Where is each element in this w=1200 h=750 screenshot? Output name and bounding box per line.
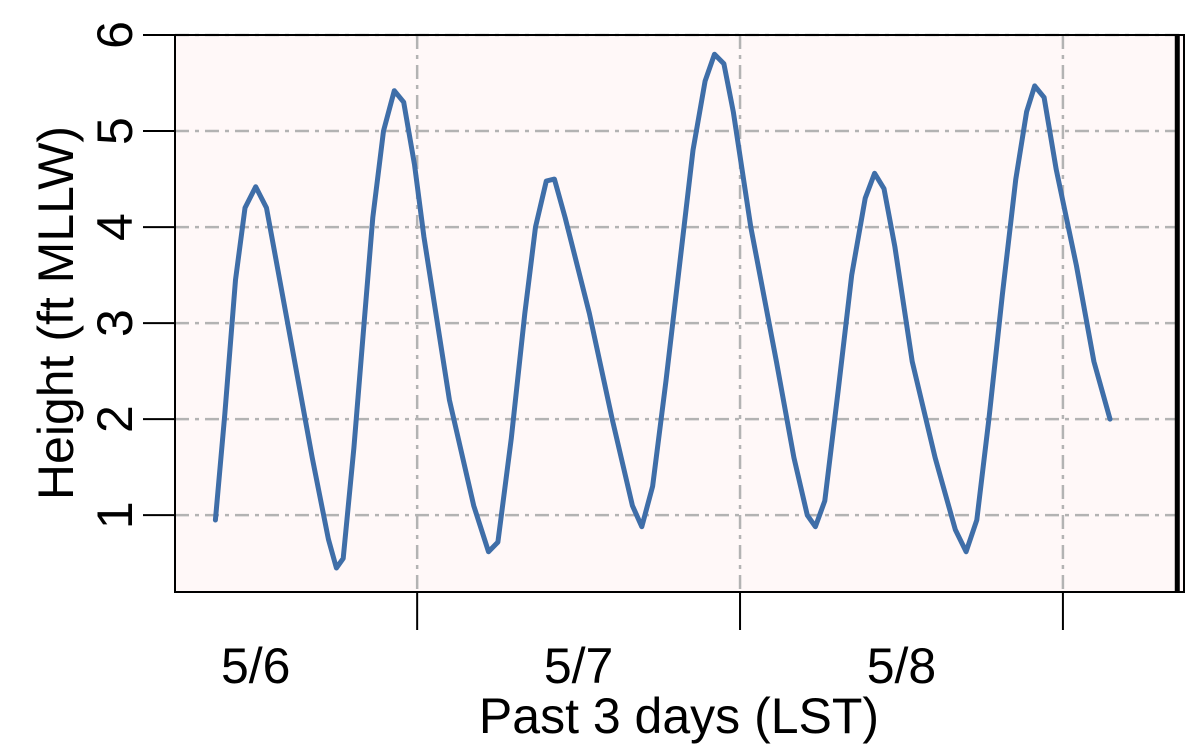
x-axis: 5/6 5/7 5/8 <box>221 592 1064 694</box>
y-tick-label: 4 <box>87 213 143 241</box>
x-tick-label: 5/7 <box>544 638 614 694</box>
y-tick-label: 3 <box>87 309 143 337</box>
y-tick-label: 5 <box>87 117 143 145</box>
x-tick-label: 5/8 <box>867 638 937 694</box>
y-axis-label: Height (ft MLLW) <box>28 126 84 500</box>
plot-background <box>175 35 1184 592</box>
water-level-series-line <box>212 51 1113 571</box>
y-tick-label: 1 <box>87 501 143 529</box>
y-tick-label: 6 <box>87 21 143 49</box>
x-axis-label: Past 3 days (LST) <box>479 688 879 744</box>
y-axis: 1 2 3 4 5 6 <box>87 21 175 529</box>
y-tick-label: 2 <box>87 405 143 433</box>
x-tick-label: 5/6 <box>221 638 291 694</box>
plot-frame <box>174 34 1185 593</box>
